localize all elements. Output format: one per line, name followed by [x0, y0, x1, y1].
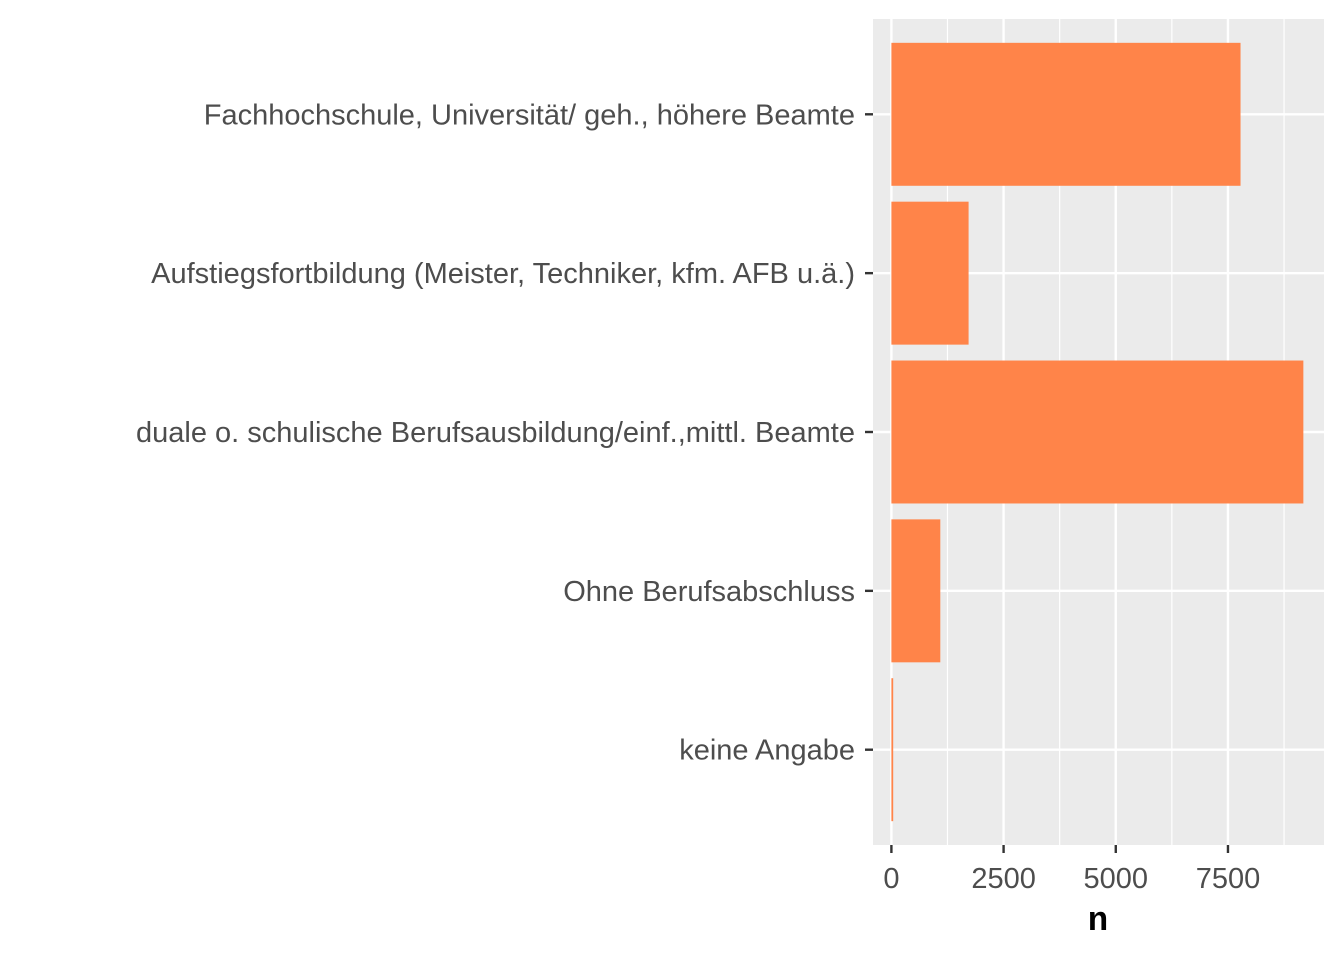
x-tick-label: 7500	[1196, 863, 1261, 895]
y-tick-label: duale o. schulische Berufsausbildung/ein…	[136, 417, 855, 449]
x-tick-label: 0	[883, 863, 899, 895]
x-tick-label: 2500	[971, 863, 1036, 895]
y-tick-label: Fachhochschule, Universität/ geh., höher…	[204, 99, 855, 131]
x-axis: 0 2500 5000 7500	[883, 845, 1260, 895]
y-tick-label: keine Angabe	[679, 735, 855, 767]
bar	[891, 360, 1304, 504]
bars	[891, 42, 1304, 822]
bar	[891, 678, 894, 822]
x-axis-title: n	[1088, 903, 1108, 941]
bar	[891, 201, 969, 345]
y-axis: Fachhochschule, Universität/ geh., höher…	[136, 99, 873, 767]
y-tick-label: Ohne Berufsabschluss	[563, 576, 855, 608]
bar	[891, 519, 941, 663]
bar	[891, 42, 1241, 186]
x-tick-label: 5000	[1084, 863, 1149, 895]
y-tick-label: Aufstiegsfortbildung (Meister, Techniker…	[151, 258, 855, 290]
